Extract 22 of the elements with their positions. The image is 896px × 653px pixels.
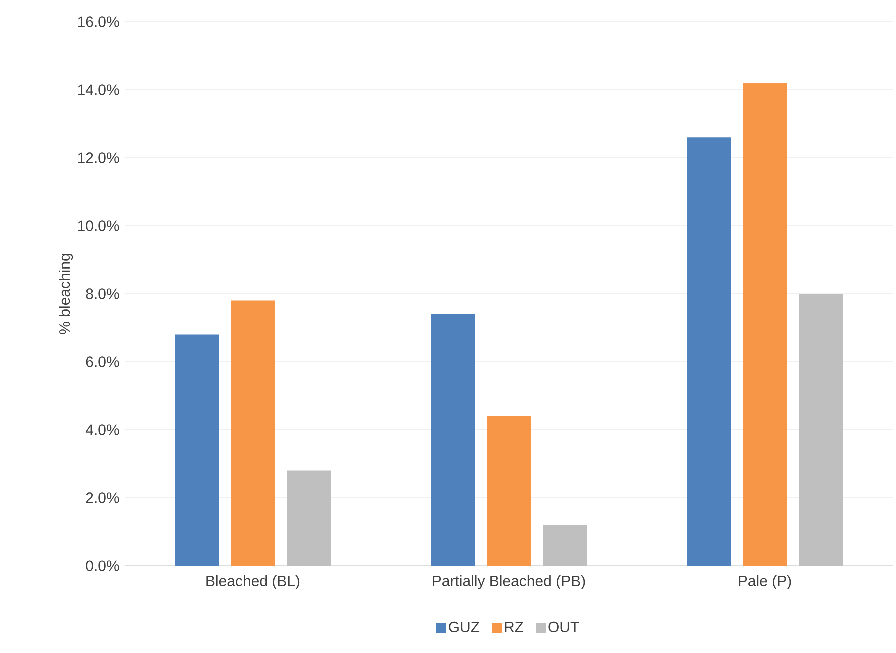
bar — [175, 334, 220, 566]
bar — [231, 300, 276, 566]
y-tick-label: 2.0% — [86, 492, 120, 504]
bar — [687, 138, 732, 566]
legend-label: GUZ — [449, 622, 480, 632]
y-tick-label: 10.0% — [78, 220, 120, 232]
y-tick-label: 6.0% — [86, 356, 120, 368]
bar — [431, 314, 476, 566]
legend-label: RZ — [505, 622, 524, 632]
y-tick-label: 14.0% — [78, 84, 120, 96]
y-axis-title: % bleaching — [59, 254, 74, 334]
y-tick-label: 12.0% — [78, 152, 120, 164]
bar — [743, 83, 788, 566]
x-tick-label: Bleached (BL) — [206, 575, 300, 590]
bar — [487, 416, 532, 566]
y-tick-label: 0.0% — [86, 560, 120, 572]
legend-label: OUT — [548, 622, 580, 632]
x-tick-label: Partially Bleached (PB) — [433, 575, 586, 590]
y-tick-label: 8.0% — [86, 288, 120, 300]
x-tick-label: Pale (P) — [739, 575, 792, 590]
y-tick-label: 4.0% — [86, 424, 120, 436]
y-tick-label: 16.0% — [78, 16, 120, 28]
